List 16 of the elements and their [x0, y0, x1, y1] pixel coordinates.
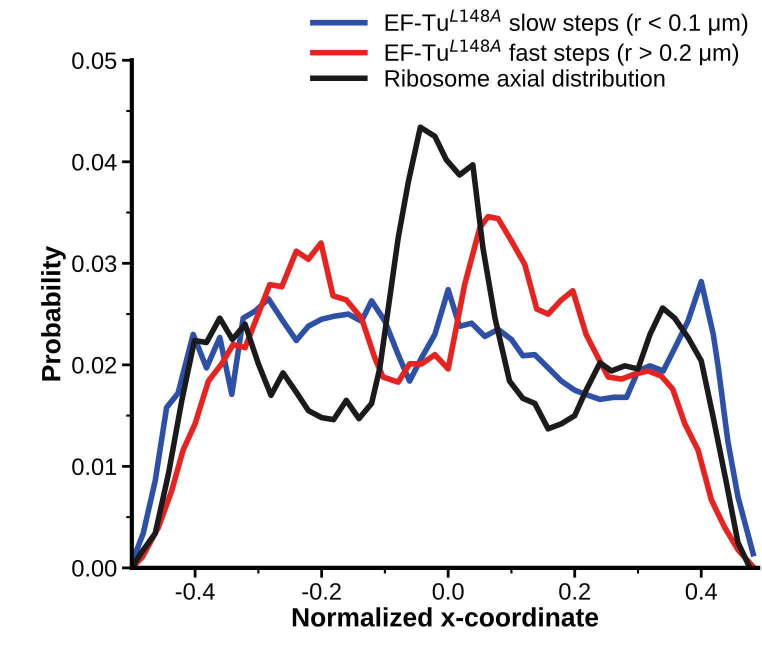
x-tick-label: -0.4	[176, 583, 215, 600]
x-tick-label: 0.4	[686, 583, 717, 600]
y-axis-title: Probability	[41, 246, 66, 380]
x-tick-label: -0.2	[302, 583, 341, 600]
y-tick-label: 0.03	[72, 255, 116, 272]
y-tick-label: 0.02	[72, 356, 116, 374]
x-tick-label: 0.0	[432, 583, 464, 600]
y-tick-label: 0.01	[72, 458, 116, 476]
x-tick-label: 0.2	[559, 583, 590, 600]
legend-label: Ribosome axial distribution	[386, 69, 664, 87]
legend-label: EF-Tu$^{L148A}$ slow steps (r < 0.1 μm)	[386, 9, 748, 36]
y-tick-label: 0.05	[72, 52, 116, 70]
y-tick-label: 0.00	[72, 560, 116, 577]
y-tick-label: 0.04	[72, 154, 117, 171]
x-axis-title: Normalized x-coordinate	[292, 607, 598, 627]
legend-label: EF-Tu$^{L148A}$ fast steps (r > 0.2 μm)	[386, 39, 738, 66]
